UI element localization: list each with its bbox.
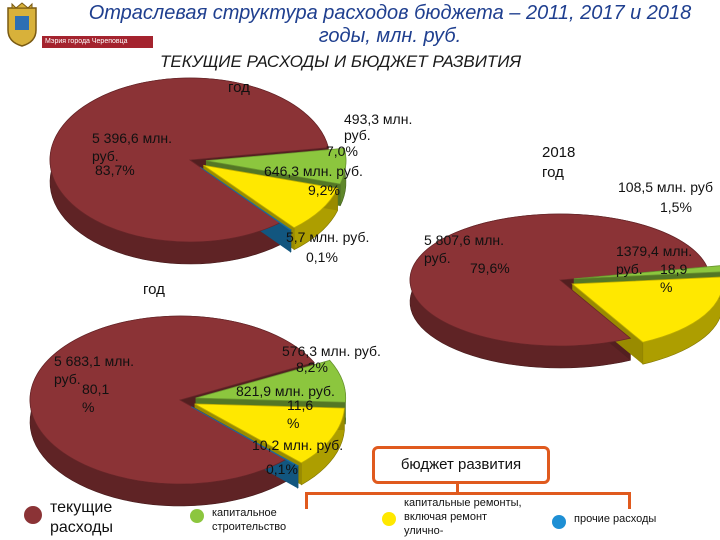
legend-bracket-stem (456, 481, 459, 493)
pie-2-year-label: год (143, 281, 165, 298)
pie-2-share-construction: 11,6% (287, 397, 313, 431)
legend-swatch-repairs (382, 512, 396, 526)
pie-chart-1 (49, 77, 347, 265)
legend-group-label: бюджет развития (372, 446, 550, 484)
logo-banner: Мэрия города Череповца (42, 36, 153, 48)
pie-3-amount-current: 5 807,6 млн. руб. (424, 232, 504, 266)
pie-1-share-construction: 9,2% (308, 182, 340, 198)
legend-label-construction: капитальное строительство (212, 507, 287, 533)
pie-3-amount-construction: 1379,4 млн. руб. (616, 243, 692, 277)
pie-3-share-repairs: 1,5% (660, 199, 692, 215)
pie-2-slice-3 (191, 406, 299, 467)
legend-bracket (305, 492, 631, 509)
legend-swatch-construction (190, 509, 204, 523)
pie-2-slice-0 (29, 315, 315, 485)
pie-1-amount-repairs: 493,3 млн. руб. (344, 111, 412, 143)
pie-2-slice-2 (194, 403, 345, 464)
legend-item-construction: капитальное строительство (190, 506, 320, 534)
pie-2-slice-1 (195, 359, 347, 403)
legend-item-current: текущие расходы (24, 498, 164, 538)
pie-chart-2 (29, 315, 347, 507)
pie-2-share-repairs: 8,2% (296, 359, 328, 375)
pie-3-slice-1 (573, 265, 720, 280)
legend-label-other: прочие расходы (574, 513, 657, 525)
legend-label-repairs: капитальные ремонты, включая ремонт улич… (404, 497, 522, 537)
pie-1-share-current: 83,7% (95, 162, 135, 178)
pie-2-share-other: 0,1% (266, 461, 298, 477)
coat-of-arms-icon (7, 2, 37, 47)
pie-1-slice-1 (205, 147, 347, 185)
legend-item-other: прочие расходы (552, 512, 712, 529)
legend-label-current: текущие расходы (50, 499, 113, 536)
page-subtitle: ТЕКУЩИЕ РАСХОДЫ И БЮДЖЕТ РАЗВИТИЯ (160, 52, 522, 71)
pie-1-share-repairs: 7,0% (326, 143, 358, 159)
legend-swatch-other (552, 515, 566, 529)
pie-1-amount-current: 5 396,6 млн. руб. (92, 130, 172, 164)
legend-item-repairs: капитальные ремонты, включая ремонт улич… (382, 496, 532, 538)
pie-3-share-construction: 18,9% (660, 261, 687, 295)
pie-1-year-label: год (228, 79, 250, 96)
pie-3-share-current: 79,6% (470, 260, 510, 276)
pie-1-amount-construction: 646,3 млн. руб. (264, 163, 363, 179)
city-logo: Мэрия города Череповца (2, 2, 153, 48)
pie-1-share-other: 0,1% (306, 249, 338, 265)
pie-3-slice-2 (571, 276, 720, 343)
pie-1-amount-other: 5,7 млн. руб. (286, 229, 369, 245)
pie-2-amount-construction: 821,9 млн. руб. (236, 383, 335, 399)
page-title: Отраслевая структура расходов бюджета – … (88, 2, 692, 47)
pie-2-amount-other: 10,2 млн. руб. (252, 437, 343, 453)
pie-2-amount-current: 5 683,1 млн. руб. (54, 353, 134, 387)
pie-3-amount-repairs: 108,5 млн. руб (618, 179, 713, 195)
pie-3-slice-0 (409, 213, 708, 347)
pie-3-year-label: 2018 год (542, 144, 575, 181)
pie-1-slice-0 (49, 77, 329, 243)
pie-2-share-current: 80,1% (82, 381, 109, 415)
pie-1-slice-3 (200, 167, 292, 231)
pie-chart-3 (409, 213, 720, 369)
pie-2-amount-repairs: 576,3 млн. руб. (282, 343, 381, 359)
pie-1-slice-2 (203, 164, 339, 229)
legend-swatch-current (24, 506, 42, 524)
